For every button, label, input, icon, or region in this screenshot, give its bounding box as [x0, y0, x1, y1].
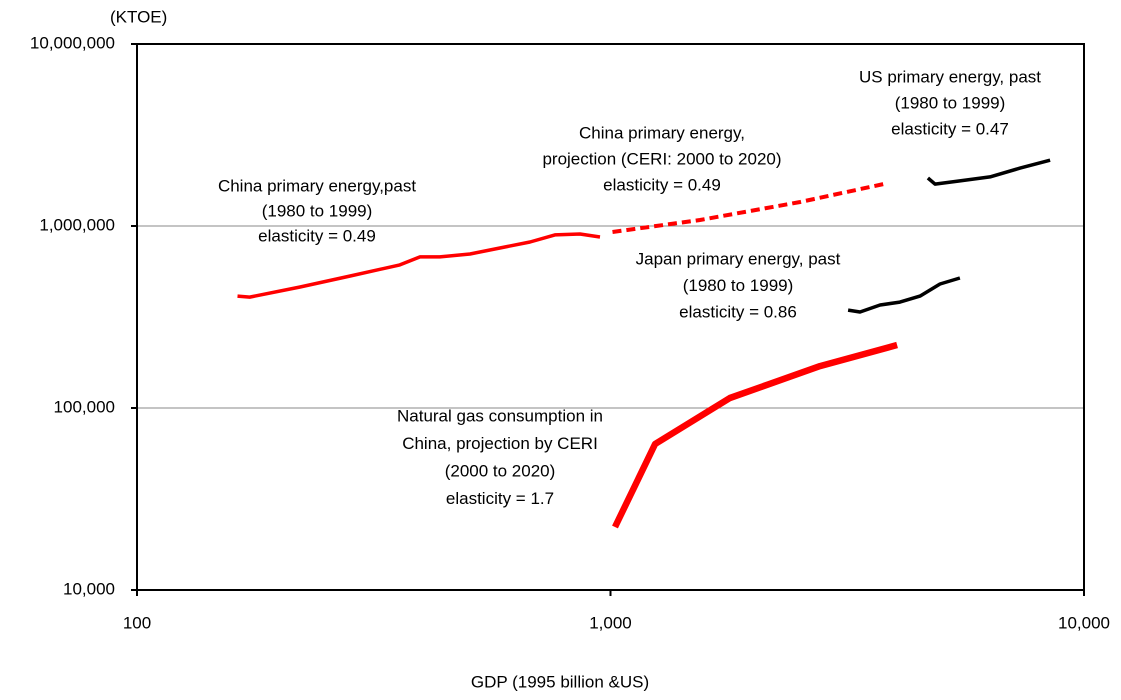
annotation: (2000 to 2020) [445, 461, 556, 480]
annotation: (1980 to 1999) [262, 201, 373, 220]
annotation: Natural gas consumption in [397, 406, 603, 425]
x-tick-label: 100 [123, 613, 151, 632]
annotation: elasticity = 0.49 [258, 226, 376, 245]
annotation: China primary energy,past [218, 176, 416, 195]
annotation: elasticity = 0.86 [679, 302, 797, 321]
plot-frame [136, 43, 1085, 591]
annotation: Japan primary energy, past [636, 249, 841, 268]
y-tick-label: 10,000,000 [30, 33, 115, 52]
annotation: elasticity = 1.7 [446, 489, 554, 508]
series-line [612, 341, 898, 529]
y-tick-label: 1,000,000 [39, 215, 115, 234]
series-line [847, 276, 961, 314]
annotation: China, projection by CERI [402, 434, 598, 453]
annotation: US primary energy, past [859, 67, 1041, 86]
annotation: elasticity = 0.47 [891, 119, 1009, 138]
x-tick-label: 1,000 [589, 613, 632, 632]
series-line [926, 158, 1051, 186]
y-axis-label: (KTOE) [110, 7, 167, 26]
y-tick-label: 10,000 [63, 579, 115, 598]
x-axis-label: GDP (1995 billion &US) [471, 672, 649, 691]
annotation: projection (CERI: 2000 to 2020) [542, 149, 781, 168]
annotation: elasticity = 0.49 [603, 175, 721, 194]
x-tick-label: 10,000 [1058, 613, 1110, 632]
annotation: China primary energy, [579, 123, 745, 142]
annotation: (1980 to 1999) [683, 276, 794, 295]
series-line [237, 232, 601, 299]
series-line [612, 181, 889, 234]
y-tick-label: 100,000 [54, 397, 115, 416]
annotation: (1980 to 1999) [895, 93, 1006, 112]
